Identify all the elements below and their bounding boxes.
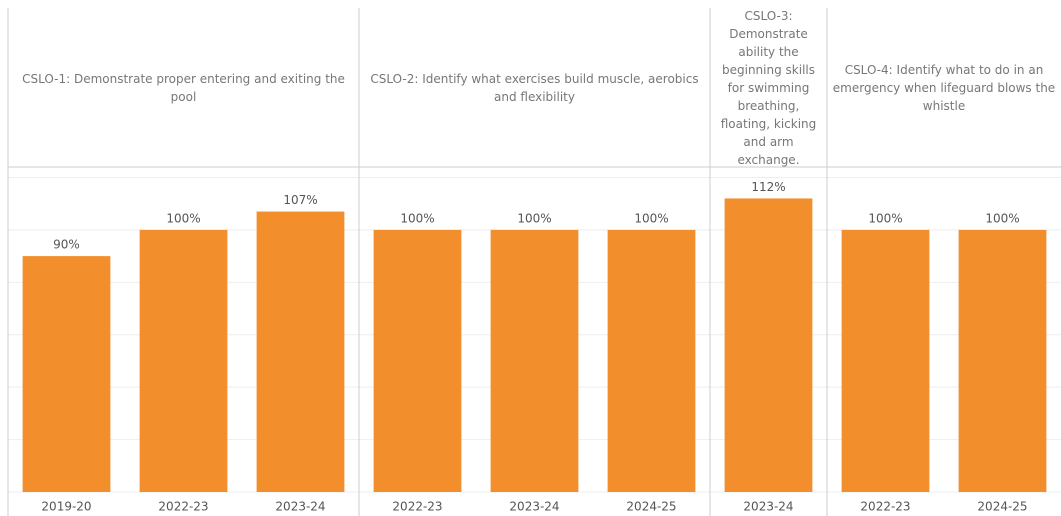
value-label: 100% — [517, 211, 551, 225]
value-label: 100% — [985, 211, 1019, 225]
value-label: 112% — [751, 180, 785, 194]
value-label: 100% — [868, 211, 902, 225]
bar — [139, 229, 228, 492]
x-tick-label: 2022-23 — [392, 500, 442, 514]
x-tick-label: 2019-20 — [41, 500, 91, 514]
x-tick-label: 2022-23 — [158, 500, 208, 514]
x-tick-label: 2023-24 — [509, 500, 559, 514]
value-label: 100% — [634, 211, 668, 225]
x-tick-label: 2022-23 — [860, 500, 910, 514]
x-tick-label: 2023-24 — [743, 500, 793, 514]
bar — [373, 229, 462, 492]
value-label: 107% — [283, 193, 317, 207]
panel-title: CSLO-3: Demonstrate ability the beginnin… — [720, 8, 817, 167]
panel-title: CSLO-1: Demonstrate proper entering and … — [22, 71, 345, 104]
value-label: 90% — [53, 238, 80, 252]
bar — [724, 198, 813, 493]
bar — [958, 229, 1047, 492]
panel-title: CSLO-2: Identify what exercises build mu… — [370, 71, 699, 104]
x-tick-label: 2024-25 — [977, 500, 1027, 514]
bar — [607, 229, 696, 492]
panel-title: CSLO-4: Identify what to do in an emerge… — [832, 62, 1056, 113]
bar — [256, 211, 345, 492]
x-tick-label: 2024-25 — [626, 500, 676, 514]
bar — [22, 256, 111, 492]
bar — [490, 229, 579, 492]
x-tick-label: 2023-24 — [275, 500, 325, 514]
value-label: 100% — [166, 211, 200, 225]
value-label: 100% — [400, 211, 434, 225]
bar — [841, 229, 930, 492]
